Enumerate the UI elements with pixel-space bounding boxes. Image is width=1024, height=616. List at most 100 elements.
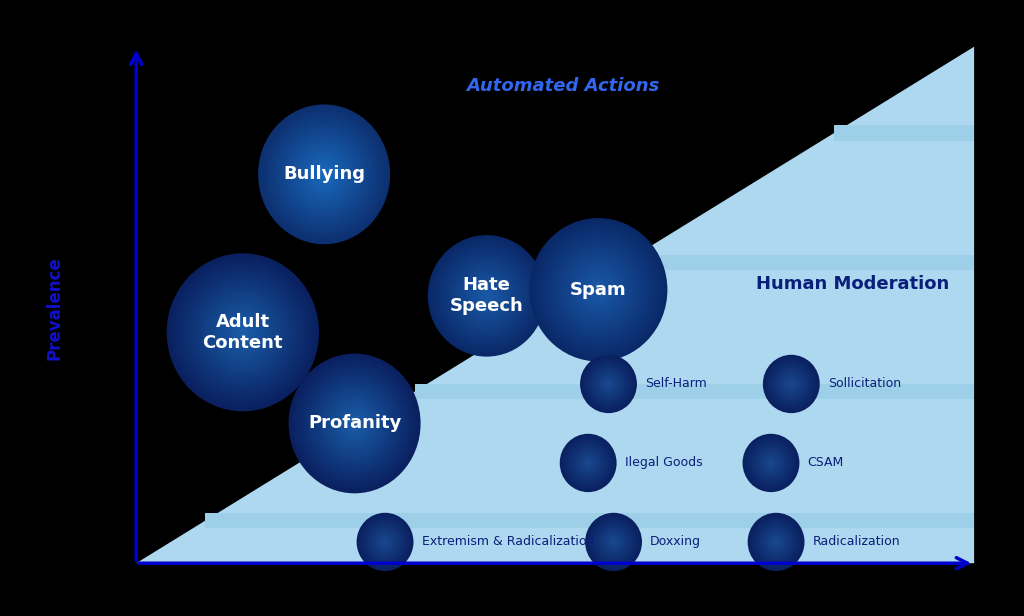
Ellipse shape	[784, 377, 798, 391]
Ellipse shape	[313, 163, 335, 185]
Ellipse shape	[318, 386, 390, 461]
Ellipse shape	[193, 280, 293, 384]
Ellipse shape	[562, 437, 613, 489]
Ellipse shape	[582, 456, 595, 470]
Ellipse shape	[305, 155, 343, 194]
Ellipse shape	[437, 245, 537, 347]
Ellipse shape	[282, 129, 367, 219]
Ellipse shape	[580, 355, 637, 413]
Ellipse shape	[314, 164, 334, 184]
Ellipse shape	[786, 379, 796, 389]
Ellipse shape	[233, 323, 252, 342]
Ellipse shape	[589, 280, 608, 300]
Ellipse shape	[367, 524, 403, 561]
Bar	[834, 126, 974, 141]
Polygon shape	[136, 47, 974, 563]
Ellipse shape	[763, 529, 790, 556]
Ellipse shape	[323, 390, 386, 457]
Ellipse shape	[474, 283, 500, 309]
Ellipse shape	[185, 272, 301, 392]
Ellipse shape	[205, 293, 281, 372]
Ellipse shape	[529, 218, 668, 362]
Ellipse shape	[775, 541, 777, 543]
Ellipse shape	[167, 253, 319, 411]
Ellipse shape	[262, 108, 386, 240]
Ellipse shape	[754, 519, 799, 565]
Ellipse shape	[586, 514, 641, 570]
Ellipse shape	[545, 234, 652, 346]
Ellipse shape	[451, 258, 523, 333]
Ellipse shape	[748, 513, 805, 571]
Ellipse shape	[475, 284, 499, 308]
Ellipse shape	[449, 257, 524, 334]
Ellipse shape	[435, 242, 539, 349]
Ellipse shape	[284, 131, 365, 217]
Ellipse shape	[768, 460, 774, 466]
Ellipse shape	[601, 529, 626, 554]
Ellipse shape	[590, 281, 606, 298]
Ellipse shape	[781, 373, 802, 395]
Ellipse shape	[563, 438, 612, 488]
Ellipse shape	[477, 286, 496, 306]
Ellipse shape	[609, 537, 618, 547]
Ellipse shape	[297, 362, 413, 485]
Ellipse shape	[443, 251, 530, 341]
Ellipse shape	[271, 118, 377, 230]
Ellipse shape	[588, 363, 630, 405]
Text: Adult
Content: Adult Content	[203, 313, 283, 352]
Ellipse shape	[195, 282, 292, 383]
Ellipse shape	[180, 267, 305, 397]
Ellipse shape	[584, 458, 593, 468]
Ellipse shape	[440, 248, 532, 343]
Ellipse shape	[436, 243, 538, 348]
Ellipse shape	[470, 279, 503, 313]
Ellipse shape	[215, 304, 270, 361]
Text: CSAM: CSAM	[808, 456, 844, 469]
Ellipse shape	[569, 444, 607, 482]
Ellipse shape	[788, 381, 795, 387]
Ellipse shape	[589, 363, 629, 404]
Ellipse shape	[586, 360, 631, 407]
Ellipse shape	[756, 521, 797, 564]
Ellipse shape	[291, 357, 418, 490]
Ellipse shape	[289, 354, 421, 493]
Ellipse shape	[610, 539, 616, 545]
Ellipse shape	[775, 367, 807, 400]
Ellipse shape	[462, 270, 511, 322]
Ellipse shape	[239, 328, 248, 337]
Ellipse shape	[571, 445, 605, 480]
Ellipse shape	[612, 541, 614, 543]
Ellipse shape	[311, 160, 337, 188]
Ellipse shape	[259, 106, 389, 243]
Ellipse shape	[557, 247, 640, 333]
Ellipse shape	[572, 262, 625, 317]
Ellipse shape	[604, 379, 613, 389]
Ellipse shape	[445, 253, 527, 338]
Ellipse shape	[430, 238, 543, 354]
Ellipse shape	[770, 462, 772, 464]
Ellipse shape	[191, 278, 295, 386]
Ellipse shape	[591, 519, 636, 565]
Ellipse shape	[566, 440, 610, 485]
Ellipse shape	[211, 299, 274, 365]
Ellipse shape	[367, 522, 404, 561]
Ellipse shape	[608, 536, 620, 548]
Text: Doxxing: Doxxing	[650, 535, 701, 548]
Ellipse shape	[281, 128, 368, 221]
Ellipse shape	[776, 368, 807, 400]
Ellipse shape	[316, 383, 393, 464]
Ellipse shape	[562, 253, 634, 327]
Ellipse shape	[603, 378, 614, 390]
Ellipse shape	[599, 527, 628, 556]
Ellipse shape	[596, 371, 621, 397]
Ellipse shape	[349, 418, 359, 429]
Ellipse shape	[751, 442, 791, 484]
Ellipse shape	[300, 149, 348, 200]
Ellipse shape	[763, 454, 779, 472]
Ellipse shape	[768, 533, 784, 551]
Ellipse shape	[460, 268, 514, 324]
Ellipse shape	[483, 292, 490, 299]
Ellipse shape	[541, 230, 656, 350]
Ellipse shape	[316, 166, 332, 183]
Ellipse shape	[755, 519, 798, 564]
